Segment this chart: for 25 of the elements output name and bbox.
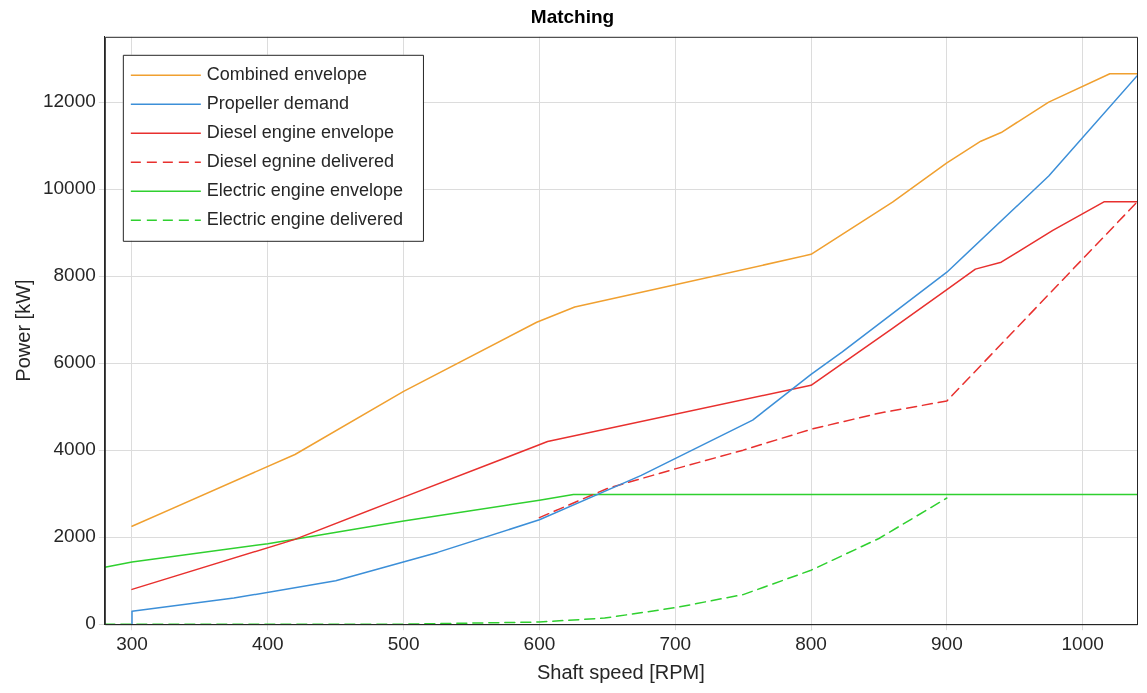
chart-title: Matching bbox=[530, 5, 615, 27]
legend-label: Diesel egnine delivered bbox=[206, 151, 394, 172]
y-axis-title: Power [kW] bbox=[11, 279, 34, 382]
x-tick-label: 900 bbox=[931, 632, 963, 654]
x-tick-label: 800 bbox=[795, 632, 827, 654]
x-tick-label: 400 bbox=[251, 632, 284, 654]
legend-label: Electric engine envelope bbox=[206, 180, 403, 201]
y-tick-label: 4000 bbox=[53, 438, 96, 460]
legend-label: Diesel engine envelope bbox=[206, 122, 394, 143]
x-tick-label: 1000 bbox=[1061, 632, 1104, 654]
x-tick-label: 500 bbox=[387, 632, 420, 654]
y-tick-label: 10000 bbox=[42, 177, 96, 199]
x-tick-label: 600 bbox=[523, 632, 556, 654]
y-tick-label: 8000 bbox=[53, 264, 96, 286]
legend-label: Combined envelope bbox=[206, 64, 367, 85]
y-tick-label: 2000 bbox=[53, 525, 96, 547]
y-tick-label: 12000 bbox=[42, 90, 96, 112]
x-axis-title: Shaft speed [RPM] bbox=[536, 660, 705, 683]
legend-label: Electric engine delivered bbox=[206, 209, 403, 230]
x-tick-label: 300 bbox=[116, 632, 148, 654]
line-series bbox=[104, 497, 948, 625]
legend-label: Propeller demand bbox=[206, 93, 349, 114]
y-tick-label: 0 bbox=[85, 612, 96, 634]
y-tick-label: 6000 bbox=[53, 351, 96, 373]
x-tick-label: 700 bbox=[659, 632, 692, 654]
